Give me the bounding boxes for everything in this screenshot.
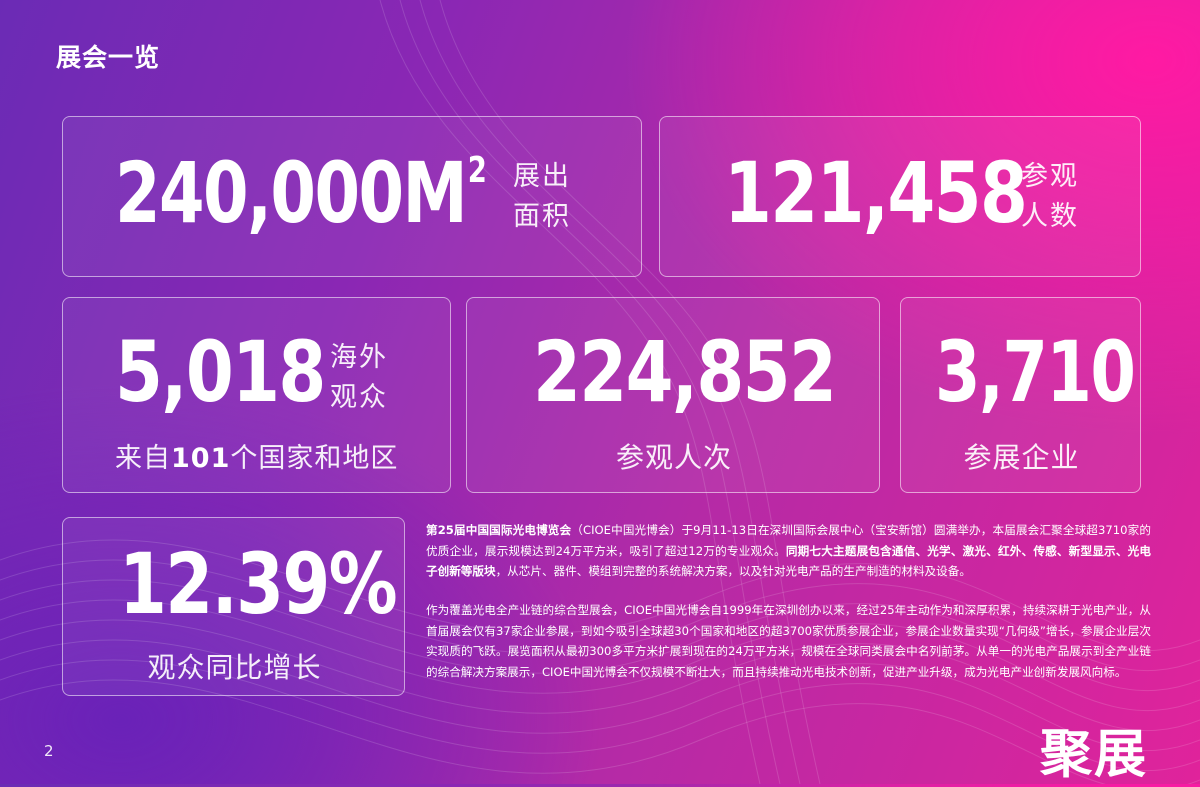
area-value: 240,000M2 [115, 149, 487, 235]
growth-caption: 观众同比增长 [147, 651, 322, 684]
description-p1-text-b: ，从芯片、器件、模组到完整的系统解决方案，以及针对光电产品的生产制造的材料及设备… [495, 564, 971, 578]
area-number: 240,000M [115, 144, 468, 242]
description-paragraph-1: 第25届中国国际光电博览会（CIOE中国光博会）于9月11-13日在深圳国际会展… [426, 520, 1151, 582]
exhibitors-caption: 参展企业 [963, 441, 1080, 474]
stat-card-growth: 12.39% 观众同比增长 [62, 517, 405, 696]
description-paragraph-2: 作为覆盖光电全产业链的综合型展会，CIOE中国光博会自1999年在深圳创办以来，… [426, 603, 1151, 679]
exhibitors-value: 3,710 [935, 323, 1136, 421]
overseas-caption-suffix: 个国家和地区 [230, 443, 399, 474]
overseas-label-line2: 观众 [330, 382, 388, 413]
visits-caption: 参观人次 [615, 441, 732, 474]
description-p1-text-a: （CIOE中国光博会）于9月11-13日在深圳国际会展中心（宝安新馆）圆满举办，… [426, 523, 1151, 558]
growth-value: 12.39% [119, 535, 398, 633]
overseas-caption: 来自101个国家和地区 [115, 436, 398, 475]
area-unit-superscript: 2 [467, 149, 487, 191]
overseas-label: 海外 观众 [330, 338, 390, 418]
area-label: 展出 面积 [513, 157, 573, 237]
brand-logo: 聚展 [1040, 725, 1149, 785]
visitors-label-line2: 人数 [1021, 201, 1079, 232]
visitors-label-line1: 参观 [1021, 161, 1079, 192]
overseas-caption-prefix: 来自 [115, 443, 171, 474]
stat-card-visitors: 121,458 参观 人数 [659, 116, 1141, 277]
stat-card-area: 240,000M2 展出 面积 [62, 116, 642, 277]
stat-card-visits: 224,852 参观人次 [466, 297, 880, 493]
visitors-label: 参观 人数 [1021, 157, 1081, 237]
area-label-line2: 面积 [513, 201, 571, 232]
description-p1-bold-a: 第25届中国国际光电博览会 [426, 523, 572, 537]
area-label-line1: 展出 [513, 161, 571, 192]
page-number: 2 [44, 742, 54, 760]
description-p1-bold-b: 同期七大主题展包含通信、光学、激光、红外、传感、新型显示、光电子创新等版块 [426, 543, 1151, 579]
visitors-value: 121,458 [724, 144, 1028, 242]
stat-card-overseas: 5,018 海外 观众 来自101个国家和地区 [62, 297, 451, 493]
overseas-label-line1: 海外 [330, 342, 388, 373]
overseas-value: 5,018 [115, 323, 326, 421]
visits-value: 224,852 [533, 323, 837, 421]
page-title: 展会一览 [56, 43, 161, 72]
overseas-caption-number: 101 [171, 443, 231, 474]
stat-card-exhibitors: 3,710 参展企业 [900, 297, 1141, 493]
